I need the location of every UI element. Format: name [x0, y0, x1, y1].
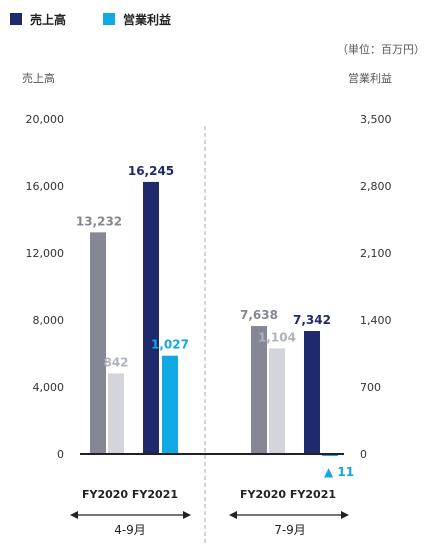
legend-label-operating-profit: 営業利益 — [123, 12, 171, 27]
bar-operating-profit-fy2020-group1 — [108, 373, 124, 454]
group-1-arrow-left-head — [70, 511, 78, 519]
left-tick-label: 20,000 — [26, 113, 65, 126]
left-tick-label: 0 — [57, 448, 64, 461]
group-1-arrow-right-head — [183, 511, 191, 519]
legend-swatch-sales — [10, 13, 22, 25]
bar-value-label: 16,245 — [128, 164, 174, 178]
left-tick-label: 16,000 — [26, 180, 65, 193]
right-tick-label: 1,400 — [360, 314, 392, 327]
legend: 売上高 営業利益 — [10, 12, 171, 27]
bar-value-label: 13,232 — [76, 214, 122, 228]
right-tick-label: 2,100 — [360, 247, 392, 260]
bar-sales-fy2021-group2 — [304, 331, 320, 454]
bar-value-label: 1,104 — [258, 330, 296, 344]
bar-sales-fy2021-group1 — [143, 181, 159, 455]
group-2-period-label: 7-9月 — [274, 523, 306, 537]
bar-value-label: 1,027 — [151, 338, 189, 352]
group-2-footer: FY2020 FY2021 7-9月 — [229, 488, 349, 537]
left-tick-label: 8,000 — [33, 314, 65, 327]
group-2-arrow-left-head — [229, 511, 237, 519]
right-tick-label: 3,500 — [360, 113, 392, 126]
right-axis-ticks: 3,500 2,800 2,100 1,400 700 0 — [360, 113, 392, 461]
legend-label-sales: 売上高 — [30, 12, 66, 27]
left-tick-label: 12,000 — [26, 247, 65, 260]
bar-sales-fy2020-group1 — [90, 232, 106, 454]
right-tick-label: 2,800 — [360, 180, 392, 193]
bar-sales-fy2020-group2 — [251, 326, 267, 454]
group-1-year-labels: FY2020 FY2021 — [82, 488, 178, 501]
bar-value-label: 7,638 — [240, 308, 278, 322]
right-axis-label: 営業利益 — [348, 71, 392, 85]
left-axis-label: 売上高 — [22, 71, 55, 85]
right-tick-label: 0 — [360, 448, 367, 461]
group-2-arrow-right-head — [341, 511, 349, 519]
bars — [90, 181, 338, 456]
legend-swatch-operating-profit — [103, 13, 115, 25]
right-tick-label: 700 — [360, 381, 381, 394]
group-2-year-labels: FY2020 FY2021 — [240, 488, 336, 501]
group-1-period-label: 4-9月 — [114, 523, 146, 537]
left-axis-ticks: 20,000 16,000 12,000 8,000 4,000 0 — [26, 113, 65, 461]
bar-labels: 13,232 842 16,245 1,027 7,638 1,104 7,342 ▲ 11 — [76, 164, 354, 479]
left-tick-label: 4,000 — [33, 381, 65, 394]
bar-value-label: 7,342 — [293, 313, 331, 327]
bar-operating-profit-fy2020-group2 — [269, 348, 285, 454]
unit-note: （単位：百万円） — [337, 42, 425, 56]
bar-value-label: ▲ 11 — [324, 465, 354, 479]
bar-value-label: 842 — [103, 355, 128, 369]
bar-operating-profit-fy2021-group1 — [162, 355, 178, 454]
group-1-footer: FY2020 FY2021 4-9月 — [70, 488, 191, 537]
